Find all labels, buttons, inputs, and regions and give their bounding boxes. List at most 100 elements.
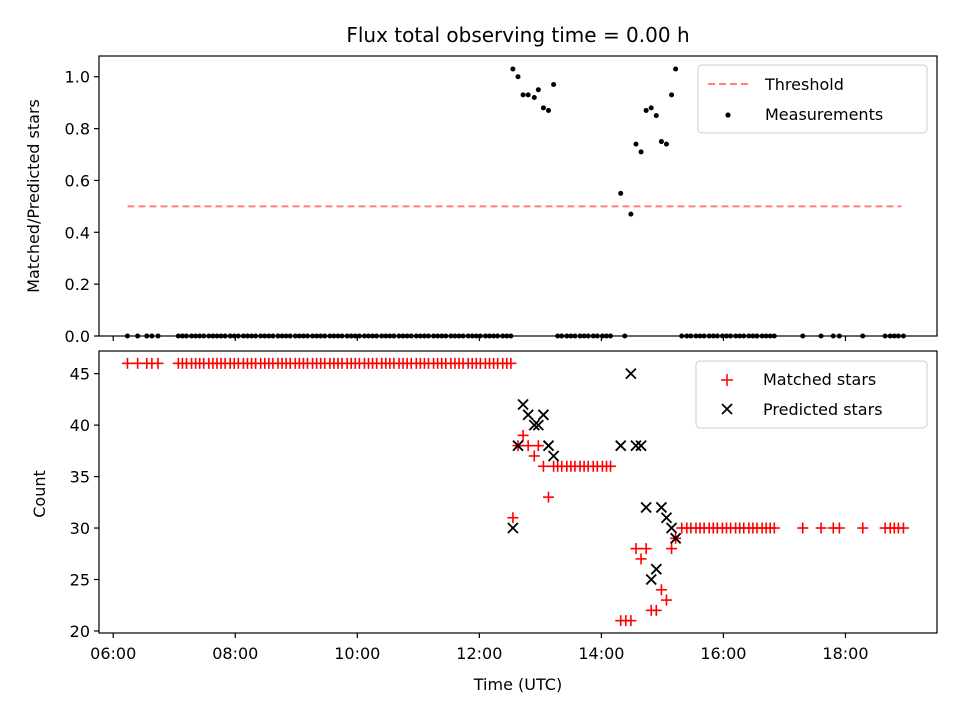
matched-star-point bbox=[537, 460, 549, 472]
predicted-star-point bbox=[528, 419, 540, 431]
predicted-star-point bbox=[517, 398, 529, 411]
x-tick-label: 16:00 bbox=[700, 644, 746, 663]
measurement-point bbox=[525, 92, 531, 98]
top-y-tick-label: 0.8 bbox=[65, 120, 90, 139]
bottom-y-tick-label: 25 bbox=[70, 570, 90, 589]
measurement-point bbox=[638, 149, 644, 155]
x-tick-label: 06:00 bbox=[90, 644, 136, 663]
measurement-point bbox=[628, 211, 634, 217]
predicted-star-point bbox=[512, 440, 524, 452]
matched-star-point bbox=[605, 460, 617, 472]
legend-matched-label: Matched stars bbox=[763, 370, 876, 389]
predicted-star-point bbox=[615, 440, 627, 452]
top-y-tick-label: 0.4 bbox=[65, 223, 90, 242]
matched-star-point bbox=[528, 450, 540, 462]
matched-star-point bbox=[650, 604, 662, 616]
bottom-y-tick-label: 40 bbox=[70, 416, 90, 435]
predicted-star-point bbox=[655, 501, 668, 514]
matched-star-point bbox=[543, 491, 555, 503]
matched-star-point bbox=[152, 357, 164, 369]
measurement-point bbox=[669, 92, 675, 98]
matched-star-point bbox=[625, 615, 637, 627]
top-legend-frame bbox=[697, 64, 928, 134]
measurement-point bbox=[643, 107, 649, 113]
measurement-point bbox=[673, 66, 679, 72]
measurement-point bbox=[520, 92, 526, 98]
bottom-axes: 20 25 30 35 40 45 06:00 08:00 10:00 12:00 14:00 16:… bbox=[70, 350, 938, 663]
matched-star-point bbox=[833, 522, 845, 534]
bottom-legend-frame bbox=[695, 360, 928, 429]
measurement-point bbox=[618, 190, 624, 196]
measurement-point bbox=[510, 66, 516, 72]
measurement-point bbox=[546, 107, 552, 113]
matched-star-point bbox=[635, 553, 647, 565]
matched-star-point bbox=[660, 594, 672, 606]
legend-measurements-label: Measurements bbox=[765, 105, 883, 124]
predicted-star-point bbox=[650, 563, 662, 575]
measurement-point bbox=[653, 113, 659, 119]
bottom-y-tick-label: 45 bbox=[70, 365, 90, 384]
matched-star-point bbox=[815, 522, 827, 534]
matched-star-point bbox=[897, 522, 909, 534]
x-tick-label: 08:00 bbox=[212, 644, 258, 663]
top-y-tick-label: 1.0 bbox=[65, 68, 90, 87]
bottom-y-tick-label: 20 bbox=[70, 622, 90, 641]
top-y-axis-label: Matched/Predicted stars bbox=[24, 99, 43, 293]
matched-star-point bbox=[768, 522, 780, 534]
predicted-star-point bbox=[537, 409, 550, 421]
legend-predicted-swatch bbox=[721, 403, 733, 415]
predicted-star-point bbox=[507, 522, 519, 534]
bottom-legend: Matched stars Predicted stars bbox=[695, 360, 928, 429]
legend-threshold-label: Threshold bbox=[764, 75, 844, 94]
matched-star-point bbox=[517, 429, 529, 441]
matched-star-point bbox=[522, 440, 534, 452]
predicted-star-point bbox=[665, 522, 678, 534]
legend-measurements-swatch bbox=[725, 112, 731, 118]
predicted-star-point bbox=[630, 440, 642, 452]
measurement-point bbox=[648, 105, 654, 111]
predicted-star-point bbox=[542, 440, 555, 452]
bottom-subplot: Count Time (UTC) 20 25 30 35 40 45 06:00 08:00 1… bbox=[30, 350, 938, 694]
matched-star-point bbox=[655, 584, 667, 596]
measurement-point bbox=[663, 141, 669, 147]
matched-star-point bbox=[640, 543, 652, 555]
measurement-point bbox=[633, 141, 639, 147]
bottom-y-axis-label: Count bbox=[30, 470, 49, 518]
measurement-point bbox=[515, 74, 521, 80]
measurement-point bbox=[658, 139, 664, 145]
x-tick-label: 14:00 bbox=[578, 644, 624, 663]
top-y-tick-label: 0.6 bbox=[65, 171, 90, 190]
matched-star-point bbox=[121, 357, 133, 369]
matched-star-point bbox=[505, 357, 517, 369]
top-axes: 0.0 0.2 0.4 0.6 0.8 1.0 bbox=[65, 55, 938, 346]
predicted-star-point bbox=[547, 450, 560, 462]
legend-matched-swatch bbox=[721, 374, 733, 386]
x-tick-label: 18:00 bbox=[822, 644, 868, 663]
matched-star-point bbox=[666, 543, 678, 555]
top-y-tick-label: 0.2 bbox=[65, 275, 90, 294]
top-plot-frame bbox=[98, 55, 938, 337]
measurement-point bbox=[531, 94, 537, 100]
matched-star-point bbox=[507, 512, 519, 524]
matched-star-point bbox=[630, 543, 642, 555]
predicted-star-point bbox=[625, 368, 637, 380]
measurement-point bbox=[551, 82, 557, 88]
top-marks bbox=[124, 66, 906, 339]
x-tick-label: 12:00 bbox=[456, 644, 502, 663]
predicted-star-point bbox=[669, 532, 682, 544]
top-subplot: Flux total observing time = 0.00 h Match… bbox=[24, 23, 938, 346]
legend-predicted-label: Predicted stars bbox=[763, 400, 883, 419]
bottom-y-tick-label: 35 bbox=[70, 468, 90, 487]
predicted-star-point bbox=[645, 573, 657, 586]
predicted-star-point bbox=[522, 409, 534, 421]
top-legend: Threshold Measurements bbox=[697, 64, 928, 134]
matched-star-point bbox=[532, 440, 544, 452]
x-axis-label: Time (UTC) bbox=[473, 675, 562, 694]
top-y-tick-label: 0.0 bbox=[65, 327, 90, 346]
x-tick-label: 10:00 bbox=[334, 644, 380, 663]
predicted-star-point bbox=[532, 419, 544, 431]
measurement-point bbox=[540, 105, 546, 111]
predicted-star-point bbox=[635, 440, 647, 452]
bottom-marks bbox=[121, 357, 909, 627]
